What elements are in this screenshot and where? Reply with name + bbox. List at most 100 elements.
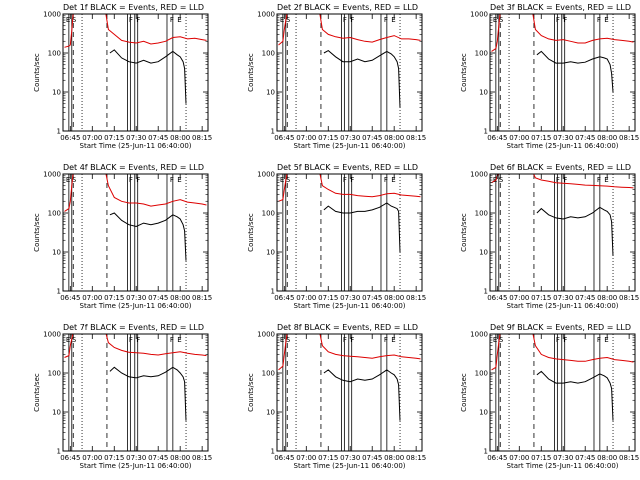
x-tick-label: 07:00	[509, 454, 529, 462]
marker-label: E	[66, 16, 70, 24]
marker-label: F	[170, 176, 174, 184]
marker-label: F	[350, 16, 354, 24]
marker-label: E	[604, 16, 608, 24]
x-tick-label: 07:45	[148, 294, 168, 302]
events-series-line	[323, 369, 401, 421]
marker-label: F	[597, 16, 601, 24]
x-axis-label: Start Time (25-Jun-11 06:40:00)	[80, 462, 192, 470]
x-tick-label: 07:00	[296, 454, 316, 462]
panel-title: Det 2f BLACK = Events, RED = LLD	[277, 3, 418, 12]
lld-series-line	[491, 14, 634, 52]
x-tick-label: 07:15	[104, 134, 124, 142]
x-axis-label: Start Time (25-Jun-11 06:40:00)	[294, 302, 406, 310]
x-tick-label: 07:00	[82, 134, 102, 142]
marker-label: E	[391, 176, 395, 184]
x-tick-label: 07:45	[575, 294, 595, 302]
x-tick-label: 07:30	[553, 294, 573, 302]
events-series-line	[109, 212, 187, 261]
marker-label: F	[597, 336, 601, 344]
x-tick-label: 08:00	[597, 294, 617, 302]
x-tick-label: 07:30	[553, 134, 573, 142]
x-tick-label: 07:45	[148, 454, 168, 462]
plot-frame	[276, 13, 423, 132]
x-tick-label: 07:30	[126, 454, 146, 462]
x-tick-label: 07:30	[340, 454, 360, 462]
marker-label: F	[136, 336, 140, 344]
panel-title: Det 8f BLACK = Events, RED = LLD	[277, 323, 418, 332]
y-tick-label: 1	[271, 448, 275, 456]
x-tick-label: 07:15	[318, 454, 338, 462]
marker-label: E	[177, 16, 181, 24]
marker-label: E	[604, 176, 608, 184]
x-tick-label: 07:00	[509, 294, 529, 302]
x-tick-label: 07:15	[531, 134, 551, 142]
y-tick-label: 1	[57, 448, 61, 456]
marker-label: F	[556, 176, 560, 184]
y-tick-label: 100	[475, 370, 488, 378]
y-tick-label: 100	[48, 210, 61, 218]
x-axis-label: Start Time (25-Jun-11 06:40:00)	[80, 302, 192, 310]
marker-label: S	[499, 16, 504, 24]
panel-title: Det 3f BLACK = Events, RED = LLD	[490, 3, 631, 12]
marker-label: E	[391, 16, 395, 24]
lld-series-line	[278, 334, 421, 371]
x-tick-label: 06:45	[274, 294, 294, 302]
x-tick-label: 07:00	[82, 294, 102, 302]
y-tick-label: 10	[266, 89, 275, 97]
x-tick-label: 08:00	[384, 134, 404, 142]
panel-title: Det 9f BLACK = Events, RED = LLD	[490, 323, 631, 332]
x-tick-label: 07:30	[553, 454, 573, 462]
marker-label: F	[170, 336, 174, 344]
y-tick-label: 10	[266, 409, 275, 417]
x-tick-label: 07:00	[296, 134, 316, 142]
x-tick-label: 07:00	[509, 134, 529, 142]
marker-label: F	[384, 16, 388, 24]
plot-frame	[62, 13, 209, 132]
x-tick-label: 08:00	[597, 134, 617, 142]
events-series-line	[323, 49, 401, 108]
marker-label: F	[136, 16, 140, 24]
x-tick-label: 06:45	[487, 294, 507, 302]
x-tick-label: 08:15	[192, 294, 212, 302]
marker-label: S	[72, 336, 77, 344]
x-axis-label: Start Time (25-Jun-11 06:40:00)	[507, 302, 619, 310]
panel-title: Det 1f BLACK = Events, RED = LLD	[63, 3, 204, 12]
marker-label: F	[384, 336, 388, 344]
x-tick-label: 08:15	[619, 454, 639, 462]
marker-label: E	[493, 16, 497, 24]
marker-label: E	[391, 336, 395, 344]
x-tick-label: 07:45	[362, 294, 382, 302]
x-tick-label: 07:00	[82, 454, 102, 462]
marker-label: F	[129, 176, 133, 184]
plot-frame	[489, 333, 636, 452]
plot-frame	[489, 13, 636, 132]
y-tick-label: 1	[271, 128, 275, 136]
marker-label: S	[499, 336, 504, 344]
x-tick-label: 08:00	[597, 454, 617, 462]
marker-label: F	[343, 336, 347, 344]
x-tick-label: 07:15	[531, 294, 551, 302]
marker-label: S	[286, 336, 291, 344]
y-tick-label: 1000	[470, 11, 488, 19]
marker-label: S	[499, 176, 504, 184]
marker-label: E	[493, 336, 497, 344]
lld-series-line	[64, 14, 207, 48]
x-tick-label: 07:45	[575, 454, 595, 462]
marker-label: F	[129, 16, 133, 24]
lld-series-line	[64, 334, 207, 358]
y-tick-label: 10	[479, 409, 488, 417]
marker-label: F	[350, 336, 354, 344]
y-tick-label: 1	[484, 448, 488, 456]
y-axis-label: Counts/sec	[247, 373, 255, 412]
marker-label: F	[170, 16, 174, 24]
marker-label: F	[384, 176, 388, 184]
x-axis-label: Start Time (25-Jun-11 06:40:00)	[294, 462, 406, 470]
plot-frame	[276, 333, 423, 452]
y-tick-label: 1000	[470, 331, 488, 339]
marker-label: E	[280, 176, 284, 184]
x-tick-label: 08:00	[384, 454, 404, 462]
marker-label: F	[343, 176, 347, 184]
plot-frame	[276, 173, 423, 292]
